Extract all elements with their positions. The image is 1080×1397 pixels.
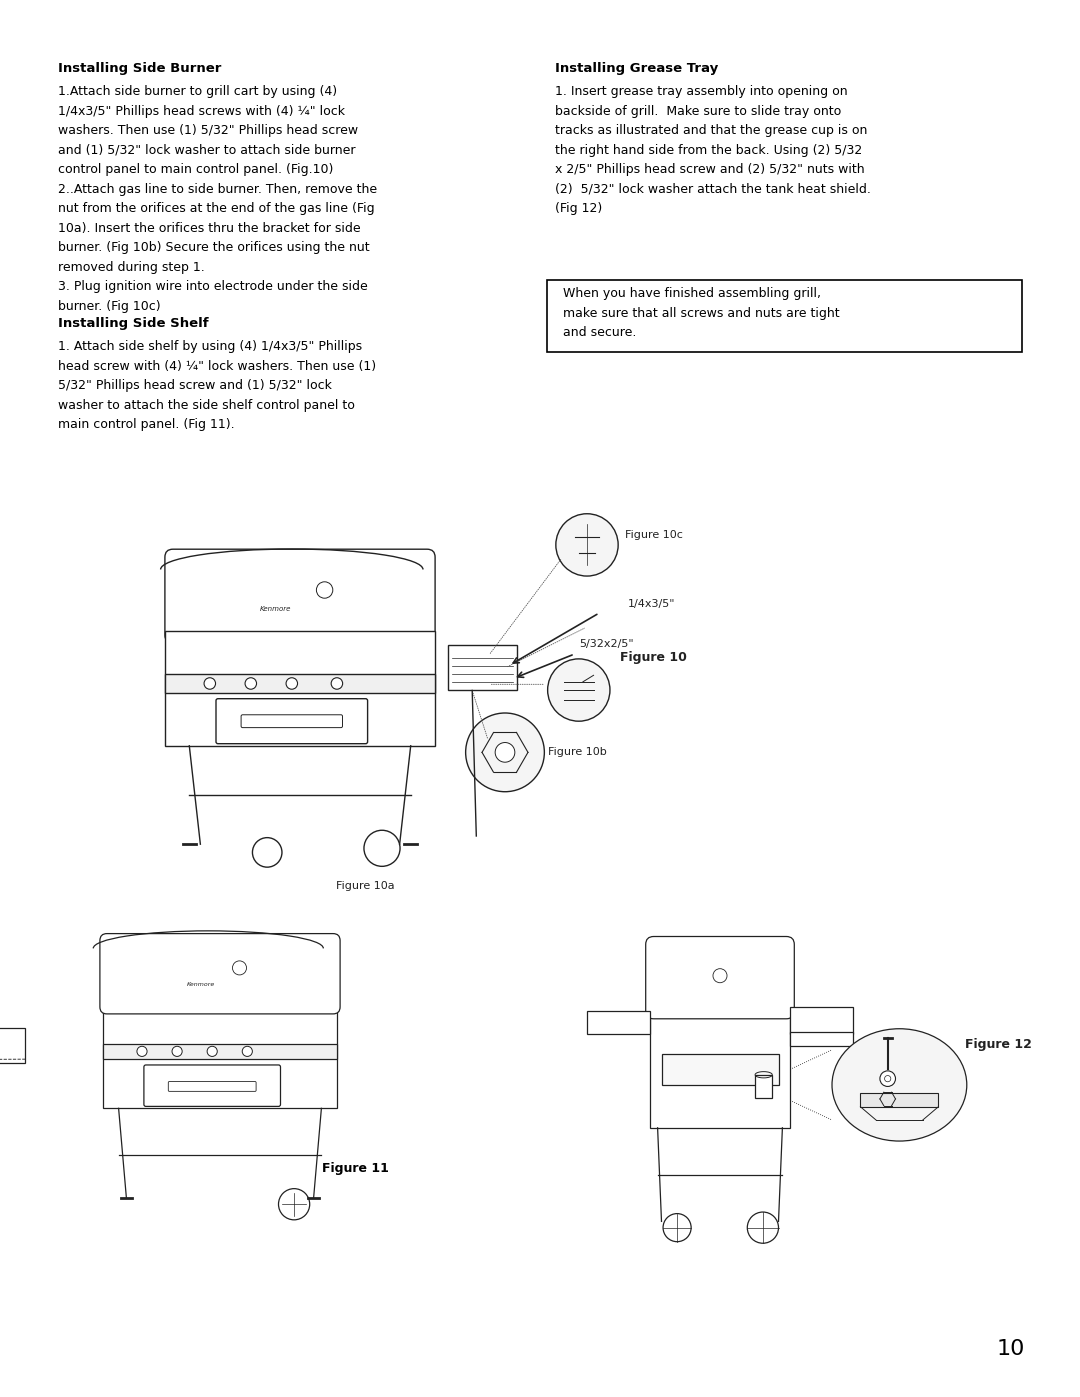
Text: nut from the orifices at the end of the gas line (Fig: nut from the orifices at the end of the … [58,203,375,215]
Bar [0,1028,25,1063]
Text: 1. Attach side shelf by using (4) 1/4x3/5" Phillips: 1. Attach side shelf by using (4) 1/4x3/… [58,339,362,353]
Circle shape [279,1189,310,1220]
Text: burner. (Fig 10b) Secure the orifices using the nut: burner. (Fig 10b) Secure the orifices us… [58,242,369,254]
Text: x 2/5" Phillips head screw and (2) 5/32" nuts with: x 2/5" Phillips head screw and (2) 5/32"… [555,163,865,176]
Text: main control panel. (Fig 11).: main control panel. (Fig 11). [58,418,234,432]
Text: 1. Insert grease tray assembly into opening on: 1. Insert grease tray assembly into open… [555,85,848,98]
Circle shape [286,678,298,689]
Text: Kenmore: Kenmore [187,982,215,986]
Text: (2)  5/32" lock washer attach the tank heat shield.: (2) 5/32" lock washer attach the tank he… [555,183,870,196]
Bar [791,1032,852,1046]
Text: 10: 10 [997,1338,1025,1359]
Circle shape [495,743,515,763]
Text: Installing Grease Tray: Installing Grease Tray [555,61,718,75]
FancyBboxPatch shape [216,698,367,743]
FancyBboxPatch shape [241,715,342,728]
Text: and (1) 5/32" lock washer to attach side burner: and (1) 5/32" lock washer to attach side… [58,144,355,156]
Circle shape [245,678,257,689]
FancyBboxPatch shape [546,279,1022,352]
Text: head screw with (4) ¼" lock washers. Then use (1): head screw with (4) ¼" lock washers. The… [58,359,376,373]
Text: washer to attach the side shelf control panel to: washer to attach the side shelf control … [58,398,355,412]
Circle shape [880,1071,895,1087]
Circle shape [548,659,610,721]
Text: make sure that all screws and nuts are tight: make sure that all screws and nuts are t… [555,306,839,320]
Circle shape [242,1046,253,1056]
Text: 1/4x3/5": 1/4x3/5" [627,599,675,609]
Text: washers. Then use (1) 5/32" Phillips head screw: washers. Then use (1) 5/32" Phillips hea… [58,124,359,137]
Bar [165,675,435,693]
Circle shape [663,1214,691,1242]
Text: Figure 10c: Figure 10c [624,529,683,541]
Bar [447,645,517,690]
FancyBboxPatch shape [650,1011,791,1127]
Text: When you have finished assembling grill,: When you have finished assembling grill, [555,286,821,300]
Circle shape [172,1046,183,1056]
Text: backside of grill.  Make sure to slide tray onto: backside of grill. Make sure to slide tr… [555,105,841,117]
Circle shape [885,1076,891,1081]
Text: Figure 10: Figure 10 [620,651,687,664]
Text: the right hand side from the back. Using (2) 5/32: the right hand side from the back. Using… [555,144,862,156]
Bar [755,1074,772,1098]
Circle shape [556,514,618,576]
Text: Figure 11: Figure 11 [322,1162,389,1175]
Ellipse shape [832,1028,967,1141]
Text: control panel to main control panel. (Fig.10): control panel to main control panel. (Fi… [58,163,334,176]
Text: burner. (Fig 10c): burner. (Fig 10c) [58,299,161,313]
Text: 2..Attach gas line to side burner. Then, remove the: 2..Attach gas line to side burner. Then,… [58,183,377,196]
Bar [791,1007,852,1034]
Text: removed during step 1.: removed during step 1. [58,260,205,274]
Bar [588,1011,650,1034]
Text: Figure 10a: Figure 10a [336,882,395,891]
Circle shape [232,961,246,975]
Text: 10a). Insert the orifices thru the bracket for side: 10a). Insert the orifices thru the brack… [58,222,361,235]
FancyBboxPatch shape [165,549,435,643]
Text: 5/32" Phillips head screw and (1) 5/32" lock: 5/32" Phillips head screw and (1) 5/32" … [58,379,332,393]
Text: Figure 12: Figure 12 [966,1038,1032,1051]
Circle shape [364,830,400,866]
FancyBboxPatch shape [100,933,340,1014]
Text: tracks as illustrated and that the grease cup is on: tracks as illustrated and that the greas… [555,124,867,137]
Circle shape [137,1046,147,1056]
Text: and secure.: and secure. [555,326,636,339]
Text: (Fig 12): (Fig 12) [555,203,603,215]
FancyBboxPatch shape [144,1065,281,1106]
FancyBboxPatch shape [165,631,435,746]
Circle shape [204,678,216,689]
FancyBboxPatch shape [103,1007,337,1108]
Text: Kenmore: Kenmore [259,605,292,612]
Text: 1.Attach side burner to grill cart by using (4): 1.Attach side burner to grill cart by us… [58,85,337,98]
Text: Figure 10b: Figure 10b [549,747,607,757]
Circle shape [713,968,727,982]
Circle shape [465,712,544,792]
Bar [103,1044,337,1059]
FancyBboxPatch shape [168,1081,256,1091]
Text: 5/32x2/5": 5/32x2/5" [579,638,634,650]
Text: Installing Side Burner: Installing Side Burner [58,61,221,75]
Bar [861,1092,939,1106]
Circle shape [332,678,342,689]
Circle shape [207,1046,217,1056]
FancyBboxPatch shape [646,936,794,1018]
Text: 3. Plug ignition wire into electrode under the side: 3. Plug ignition wire into electrode und… [58,279,368,293]
Circle shape [316,581,333,598]
Bar [661,1053,779,1085]
Text: 1/4x3/5" Phillips head screws with (4) ¼" lock: 1/4x3/5" Phillips head screws with (4) ¼… [58,105,345,117]
Text: Installing Side Shelf: Installing Side Shelf [58,317,208,330]
Circle shape [747,1213,779,1243]
Circle shape [253,838,282,868]
